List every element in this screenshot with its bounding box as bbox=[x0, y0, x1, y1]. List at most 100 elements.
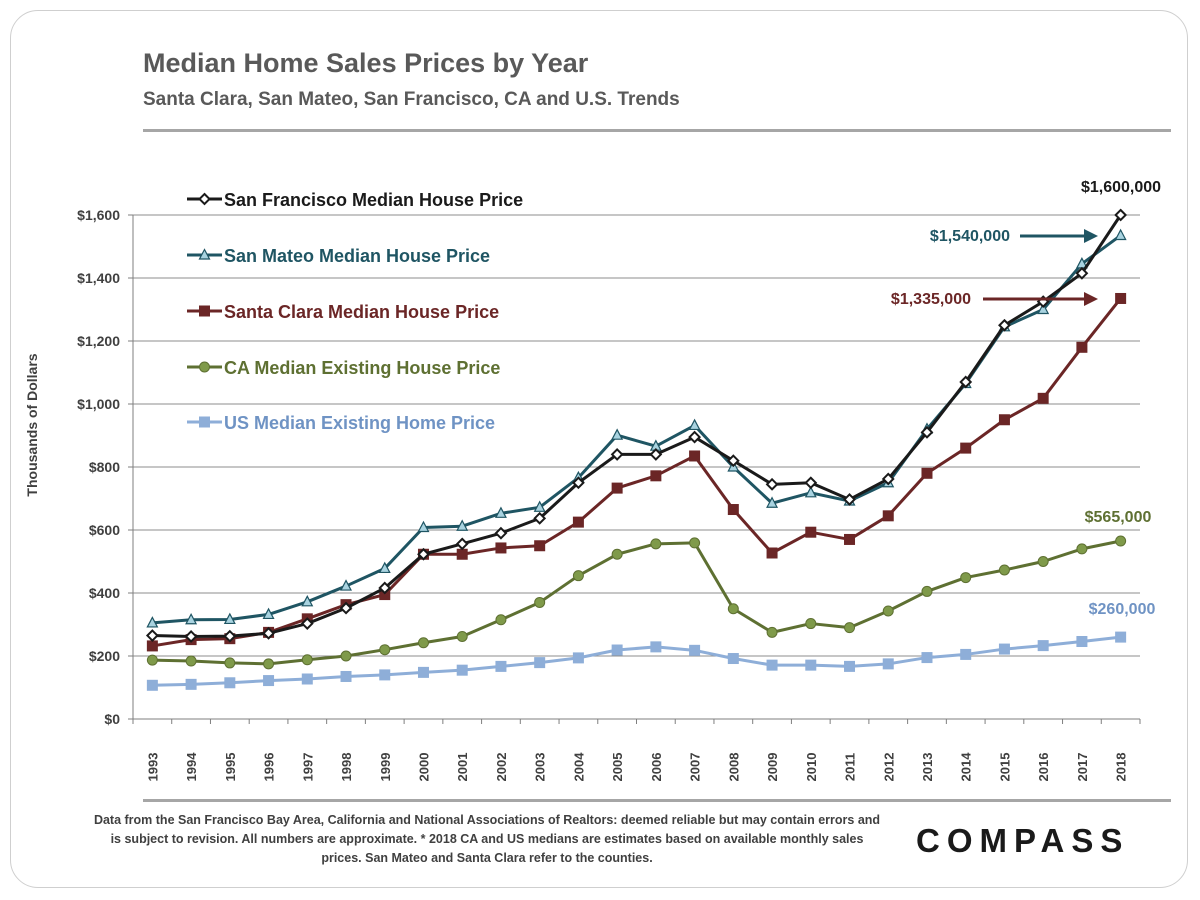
data-point bbox=[1115, 292, 1127, 304]
annotation-label: $1,540,000 bbox=[930, 228, 1010, 245]
x-tick-label: 2006 bbox=[649, 753, 664, 782]
x-tick-label: 1996 bbox=[262, 753, 277, 782]
data-point bbox=[199, 305, 210, 317]
data-point bbox=[689, 644, 701, 656]
data-point bbox=[920, 425, 934, 439]
data-point bbox=[224, 657, 236, 669]
data-point bbox=[1037, 392, 1049, 404]
legend: San Francisco Median House Price San Mate… bbox=[187, 190, 523, 433]
data-point bbox=[456, 664, 468, 676]
data-point bbox=[199, 361, 210, 373]
annotations: $1,600,000 $1,540,000 $1,335,000 $565,000 $2… bbox=[891, 179, 1161, 618]
data-point bbox=[727, 603, 739, 615]
data-point bbox=[340, 650, 352, 662]
compass-logo: COMPASS bbox=[916, 822, 1130, 859]
legend-item: CA Median Existing House Price bbox=[187, 358, 500, 378]
data-point bbox=[804, 486, 817, 498]
data-point bbox=[340, 670, 352, 682]
data-point bbox=[882, 510, 894, 522]
x-tick-labels: 1993 1994 1995 1996 1997 1998 1999 2000 2001 2002… bbox=[145, 752, 1128, 782]
y-tick-label: $0 bbox=[104, 711, 120, 727]
data-point bbox=[960, 442, 972, 454]
data-point bbox=[300, 617, 314, 630]
y-tick-label: $1,600 bbox=[77, 207, 120, 223]
data-point bbox=[921, 652, 933, 664]
data-point bbox=[959, 375, 973, 389]
data-point bbox=[263, 658, 275, 670]
data-point bbox=[689, 450, 701, 462]
x-tick-label: 2014 bbox=[959, 752, 974, 782]
data-point bbox=[688, 430, 702, 444]
x-tick-label: 2018 bbox=[1114, 753, 1129, 782]
x-tick-label: 1997 bbox=[300, 753, 315, 782]
data-point bbox=[1037, 640, 1049, 652]
data-point bbox=[262, 607, 275, 620]
y-tick-label: $800 bbox=[89, 459, 120, 475]
data-point bbox=[650, 538, 662, 550]
legend-label: US Median Existing Home Price bbox=[224, 413, 495, 433]
data-point bbox=[456, 548, 468, 560]
footnote: Data from the San Francisco Bay Area, Ca… bbox=[93, 813, 881, 865]
data-point bbox=[379, 644, 391, 656]
x-tick-label: 2011 bbox=[843, 753, 858, 781]
legend-label: Santa Clara Median House Price bbox=[224, 302, 499, 322]
data-point bbox=[572, 516, 584, 528]
data-point bbox=[610, 447, 624, 461]
x-tick-label: 2015 bbox=[997, 753, 1012, 782]
data-point bbox=[495, 660, 507, 672]
x-tick-label: 2016 bbox=[1036, 753, 1051, 782]
x-tick-label: 2012 bbox=[881, 753, 896, 782]
data-point bbox=[494, 526, 508, 540]
x-tick-label: 1995 bbox=[223, 753, 238, 782]
page-title: Median Home Sales Prices by Year bbox=[143, 48, 589, 78]
data-point bbox=[378, 581, 392, 595]
data-point bbox=[378, 561, 391, 574]
series-3 bbox=[146, 535, 1127, 670]
data-point bbox=[611, 482, 623, 494]
data-point bbox=[726, 454, 740, 468]
data-point bbox=[998, 414, 1010, 426]
series-4 bbox=[146, 631, 1127, 691]
data-point bbox=[1076, 543, 1088, 555]
annotation-label: $1,600,000 bbox=[1081, 179, 1161, 196]
data-point bbox=[572, 652, 584, 664]
data-point bbox=[184, 630, 198, 643]
x-tick-label: 2009 bbox=[765, 753, 780, 782]
x-tick-label: 2004 bbox=[571, 752, 586, 782]
x-tick-label: 1994 bbox=[184, 752, 199, 782]
data-point bbox=[1114, 228, 1127, 241]
data-point bbox=[611, 644, 623, 656]
axes bbox=[128, 214, 1141, 724]
series-line bbox=[152, 214, 1122, 638]
data-point bbox=[1115, 631, 1127, 643]
data-point bbox=[689, 537, 701, 549]
x-tick-label: 2002 bbox=[494, 753, 509, 782]
data-point bbox=[456, 630, 468, 642]
data-point bbox=[146, 654, 158, 666]
x-tick-label: 2005 bbox=[610, 753, 625, 782]
data-point bbox=[495, 542, 507, 554]
data-point bbox=[998, 318, 1011, 332]
legend-item: San Mateo Median House Price bbox=[187, 246, 490, 266]
annotation-label: $1,335,000 bbox=[891, 291, 971, 308]
x-tick-label: 2010 bbox=[804, 753, 819, 782]
footer-divider bbox=[143, 799, 1171, 802]
series-lines bbox=[145, 208, 1128, 691]
data-point bbox=[340, 579, 353, 591]
data-point bbox=[805, 618, 817, 630]
legend-item: Santa Clara Median House Price bbox=[187, 302, 499, 322]
data-point bbox=[145, 629, 159, 642]
data-point bbox=[146, 679, 158, 691]
data-point bbox=[455, 537, 469, 551]
data-point bbox=[998, 643, 1010, 655]
data-point bbox=[198, 248, 211, 260]
data-point bbox=[611, 428, 624, 440]
series-line bbox=[152, 635, 1121, 687]
data-point bbox=[572, 570, 584, 582]
y-tick-label: $1,200 bbox=[77, 333, 120, 349]
x-tick-label: 1999 bbox=[378, 753, 393, 782]
data-point bbox=[199, 416, 210, 428]
data-point bbox=[339, 601, 353, 615]
x-tick-label: 2003 bbox=[533, 753, 548, 782]
data-point bbox=[766, 626, 778, 638]
